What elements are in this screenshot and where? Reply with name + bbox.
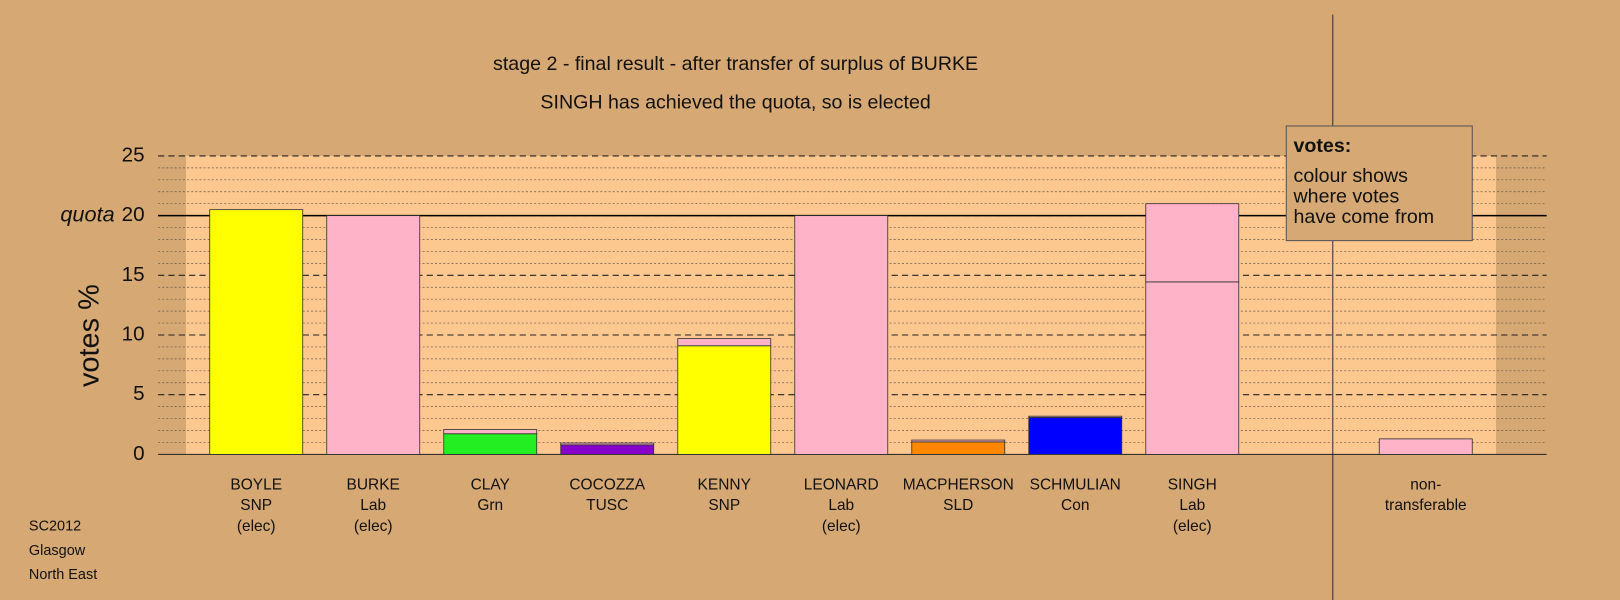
bars: BOYLE SNP (elec) BURKE Lab (elec) CLAY Grn COCOZ… [209, 203, 1473, 535]
y-tick-label: 5 [133, 382, 144, 405]
bar-segment [326, 215, 421, 455]
footnote-text: North East [29, 567, 97, 583]
x-tick-label: (elec) [822, 518, 861, 535]
x-tick-label: COCOZZA [569, 476, 645, 493]
bar-segment [1028, 415, 1123, 418]
x-tick-label: (elec) [237, 518, 276, 535]
x-tick-label: SINGH [1168, 476, 1217, 493]
x-tick-label: TUSC [586, 497, 628, 514]
x-tick-label: BOYLE [230, 476, 282, 493]
bar-segment [560, 442, 655, 446]
x-tick-label: Lab [828, 497, 854, 514]
x-tick-label: transferable [1385, 497, 1467, 514]
bar-segment [1378, 438, 1473, 455]
x-tick-label: (elec) [1173, 518, 1212, 535]
footnote-text: SC2012 [29, 518, 81, 534]
bar-segment [443, 429, 538, 435]
y-tick-label: 15 [122, 263, 145, 286]
x-tick-label: SNP [240, 497, 272, 514]
y-tick-label: 20 [122, 203, 145, 226]
legend-text: where votes [1293, 185, 1400, 207]
bar-segment [794, 215, 889, 455]
quota-label: quota [60, 201, 114, 226]
x-tick-label: Lab [1179, 497, 1205, 514]
bar-segment [209, 209, 304, 455]
chart-title: stage 2 - final result - after transfer … [493, 53, 978, 75]
legend-box [1285, 125, 1473, 242]
x-tick-label: Grn [477, 497, 503, 514]
y-tick-label: 25 [122, 143, 145, 166]
bar-segment [911, 441, 1006, 455]
legend-text: have come from [1294, 206, 1435, 228]
chart-subtitle: SINGH has achieved the quota, so is elec… [540, 91, 930, 113]
x-tick-label: CLAY [471, 476, 510, 493]
y-tick-label: 10 [122, 322, 145, 345]
y-tick-label: 0 [133, 442, 144, 465]
bar-segment [911, 439, 1006, 443]
x-tick-label: BURKE [347, 476, 400, 493]
footnote: SC2012 Glasgow North East [29, 518, 97, 583]
footnote-text: Glasgow [29, 543, 86, 559]
bar-segment [560, 444, 655, 455]
x-tick-label: LEONARD [804, 476, 879, 493]
x-tick-label: non- [1410, 476, 1441, 493]
x-tick-label: Con [1061, 497, 1089, 514]
legend-text: colour shows [1294, 165, 1409, 187]
x-tick-label: SLD [943, 497, 973, 514]
y-axis-label: votes % [74, 284, 106, 387]
x-tick-label: MACPHERSON [903, 476, 1014, 493]
bar-segment [677, 345, 772, 455]
x-tick-label: SNP [708, 497, 740, 514]
x-tick-label: (elec) [354, 518, 393, 535]
bar-segment [443, 433, 538, 455]
x-tick-label: Lab [360, 497, 386, 514]
x-tick-label: KENNY [698, 476, 751, 493]
x-tick-label: SCHMULIAN [1030, 476, 1121, 493]
bar-segment [677, 338, 772, 347]
bar-segment [1145, 203, 1240, 283]
bar-segment [1028, 416, 1123, 455]
bar-segment [1145, 281, 1240, 455]
legend-title: votes: [1294, 135, 1352, 157]
